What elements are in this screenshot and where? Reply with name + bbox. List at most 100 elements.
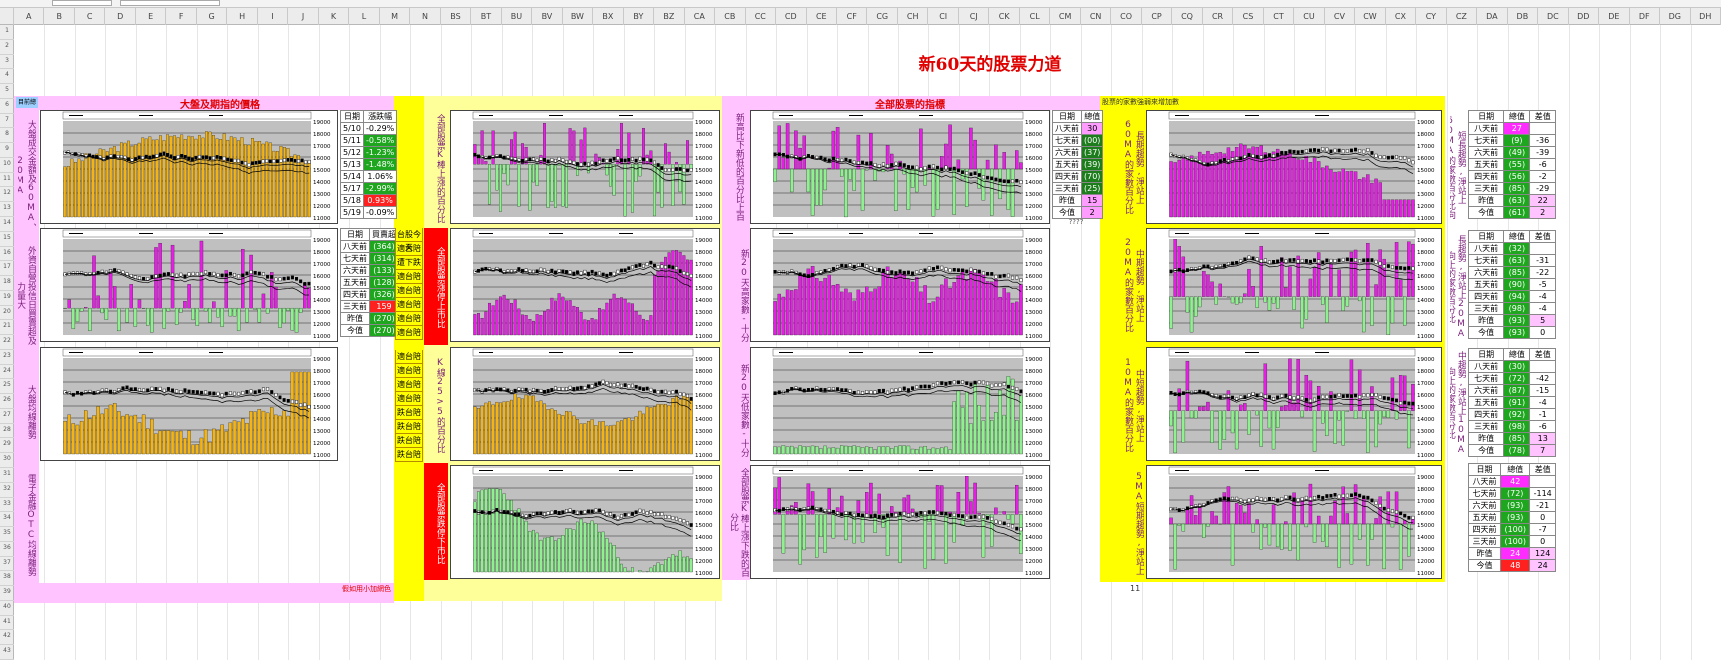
chart-new-high[interactable]: 19000 18000 17000 16000 15000 14000 13000 12000… xyxy=(750,110,1050,224)
chart-market-ma[interactable]: 19000 18000 17000 16000 15000 14000 13000 12000… xyxy=(40,347,338,461)
row-header-22[interactable]: 22 xyxy=(0,335,14,350)
value-cell[interactable]: -15 xyxy=(1529,384,1556,397)
value-cell[interactable]: -4 xyxy=(1529,302,1556,315)
value-cell[interactable]: (9) xyxy=(1503,134,1531,147)
value-cell[interactable]: 22 xyxy=(1529,194,1556,207)
column-header-CY[interactable]: CY xyxy=(1416,8,1447,25)
value-cell[interactable]: (270) xyxy=(369,324,399,337)
column-header-BS[interactable]: BS xyxy=(441,8,472,25)
value-cell[interactable] xyxy=(1529,475,1556,488)
value-cell[interactable]: (98) xyxy=(1503,302,1531,315)
value-cell[interactable]: -2.99% xyxy=(362,182,398,195)
date-cell[interactable]: 5/11 xyxy=(340,134,364,147)
date-cell[interactable]: 八天前 xyxy=(1467,475,1502,488)
date-cell[interactable]: 昨值 xyxy=(1467,432,1505,445)
value-cell[interactable]: (00) xyxy=(1080,134,1104,147)
value-cell[interactable]: (93) xyxy=(1500,511,1531,524)
date-cell[interactable]: 今值 xyxy=(1052,206,1082,219)
value-cell[interactable]: 27 xyxy=(1503,122,1531,135)
date-cell[interactable]: 四天前 xyxy=(1467,290,1505,303)
column-header-BX[interactable]: BX xyxy=(593,8,624,25)
yellow-list-item[interactable]: 遭下跌 xyxy=(395,256,423,270)
column-header-DA[interactable]: DA xyxy=(1477,8,1508,25)
date-cell[interactable]: 5/18 xyxy=(340,194,364,207)
column-header-N[interactable]: N xyxy=(410,8,441,25)
date-cell[interactable]: 三天前 xyxy=(1467,420,1505,433)
date-cell[interactable]: 昨值 xyxy=(1467,314,1505,327)
row-header-35[interactable]: 35 xyxy=(0,527,14,542)
date-cell[interactable]: 昨值 xyxy=(1467,194,1505,207)
row-header-27[interactable]: 27 xyxy=(0,409,14,424)
row-header-5[interactable]: 5 xyxy=(0,84,14,99)
row-header-23[interactable]: 23 xyxy=(0,350,14,365)
value-cell[interactable]: (364) xyxy=(369,240,399,253)
column-header-CR[interactable]: CR xyxy=(1203,8,1234,25)
value-cell[interactable]: (87) xyxy=(1503,384,1531,397)
date-cell[interactable]: 七天前 xyxy=(1467,487,1502,500)
date-cell[interactable]: 四天前 xyxy=(1467,170,1505,183)
value-cell[interactable]: -29 xyxy=(1529,182,1556,195)
yellow-list-item[interactable]: 跌台陪 xyxy=(395,448,423,462)
column-header-M[interactable]: M xyxy=(380,8,411,25)
date-cell[interactable]: 今值 xyxy=(1467,444,1505,457)
value-cell[interactable]: (63) xyxy=(1503,194,1531,207)
date-cell[interactable]: 八天前 xyxy=(1467,122,1505,135)
value-cell[interactable] xyxy=(1529,242,1556,255)
row-header-18[interactable]: 18 xyxy=(0,276,14,291)
row-header-8[interactable]: 8 xyxy=(0,128,14,144)
column-header-CM[interactable]: CM xyxy=(1050,8,1081,25)
row-header-40[interactable]: 40 xyxy=(0,601,14,616)
column-header-DB[interactable]: DB xyxy=(1508,8,1539,25)
row-header-10[interactable]: 10 xyxy=(0,158,14,173)
row-header-2[interactable]: 2 xyxy=(0,40,14,55)
column-header-DG[interactable]: DG xyxy=(1660,8,1691,25)
yellow-list-item[interactable]: 適台陪 xyxy=(395,312,423,326)
value-cell[interactable]: -42 xyxy=(1529,372,1556,385)
value-cell[interactable]: (55) xyxy=(1503,158,1531,171)
value-cell[interactable]: -0.09% xyxy=(362,206,398,219)
value-cell[interactable]: 159 xyxy=(369,300,399,313)
row-header-34[interactable]: 34 xyxy=(0,512,14,528)
column-header-CW[interactable]: CW xyxy=(1355,8,1386,25)
value-cell[interactable]: -0.58% xyxy=(362,134,398,147)
column-header-BZ[interactable]: BZ xyxy=(654,8,685,25)
row-header-30[interactable]: 30 xyxy=(0,453,14,469)
chart-institutional[interactable]: 19000 18000 17000 16000 15000 14000 13000 12000… xyxy=(40,228,338,342)
column-header-CL[interactable]: CL xyxy=(1020,8,1051,25)
value-cell[interactable]: 15 xyxy=(1080,194,1104,207)
column-header-D[interactable]: D xyxy=(105,8,136,25)
chart-limit-up[interactable]: 19000 18000 17000 16000 15000 14000 13000 12000… xyxy=(450,228,720,342)
date-cell[interactable]: 5/12 xyxy=(340,146,364,159)
column-header-L[interactable]: L xyxy=(349,8,380,25)
date-cell[interactable]: 六天前 xyxy=(1467,146,1505,159)
chart-limit-down[interactable]: 19000 18000 17000 16000 15000 14000 13000 12000… xyxy=(450,465,720,579)
yellow-list-item[interactable]: 適台陪 xyxy=(395,392,423,406)
column-header-CH[interactable]: CH xyxy=(898,8,929,25)
date-cell[interactable]: 六天前 xyxy=(1467,384,1505,397)
value-cell[interactable]: -114 xyxy=(1529,487,1556,500)
value-cell[interactable]: (100) xyxy=(1500,523,1531,536)
row-header-20[interactable]: 20 xyxy=(0,306,14,321)
value-cell[interactable]: 42 xyxy=(1500,475,1531,488)
value-cell[interactable]: -31 xyxy=(1529,254,1556,267)
yellow-list-item[interactable]: 跌台陪 xyxy=(395,406,423,420)
date-cell[interactable]: 五天前 xyxy=(1467,158,1505,171)
yellow-list-item[interactable]: 適台陪 xyxy=(395,350,423,364)
column-header-DD[interactable]: DD xyxy=(1569,8,1600,25)
value-cell[interactable]: -22 xyxy=(1529,266,1556,279)
date-cell[interactable]: 三天前 xyxy=(340,300,370,313)
value-cell[interactable]: -39 xyxy=(1529,146,1556,159)
yellow-list-item[interactable]: 適台陪 xyxy=(395,284,423,298)
value-cell[interactable]: 24 xyxy=(1529,559,1556,572)
value-cell[interactable]: (93) xyxy=(1503,314,1531,327)
yellow-list-item[interactable]: 適台陪 xyxy=(395,270,423,284)
value-cell[interactable]: (93) xyxy=(1503,326,1531,339)
column-header-CI[interactable]: CI xyxy=(928,8,959,25)
value-cell[interactable]: (91) xyxy=(1503,396,1531,409)
column-header-DH[interactable]: DH xyxy=(1691,8,1721,25)
value-cell[interactable]: 48 xyxy=(1500,559,1531,572)
value-cell[interactable]: (56) xyxy=(1503,170,1531,183)
value-cell[interactable]: -4 xyxy=(1529,290,1556,303)
column-header-B[interactable]: B xyxy=(44,8,75,25)
column-header-CS[interactable]: CS xyxy=(1233,8,1264,25)
